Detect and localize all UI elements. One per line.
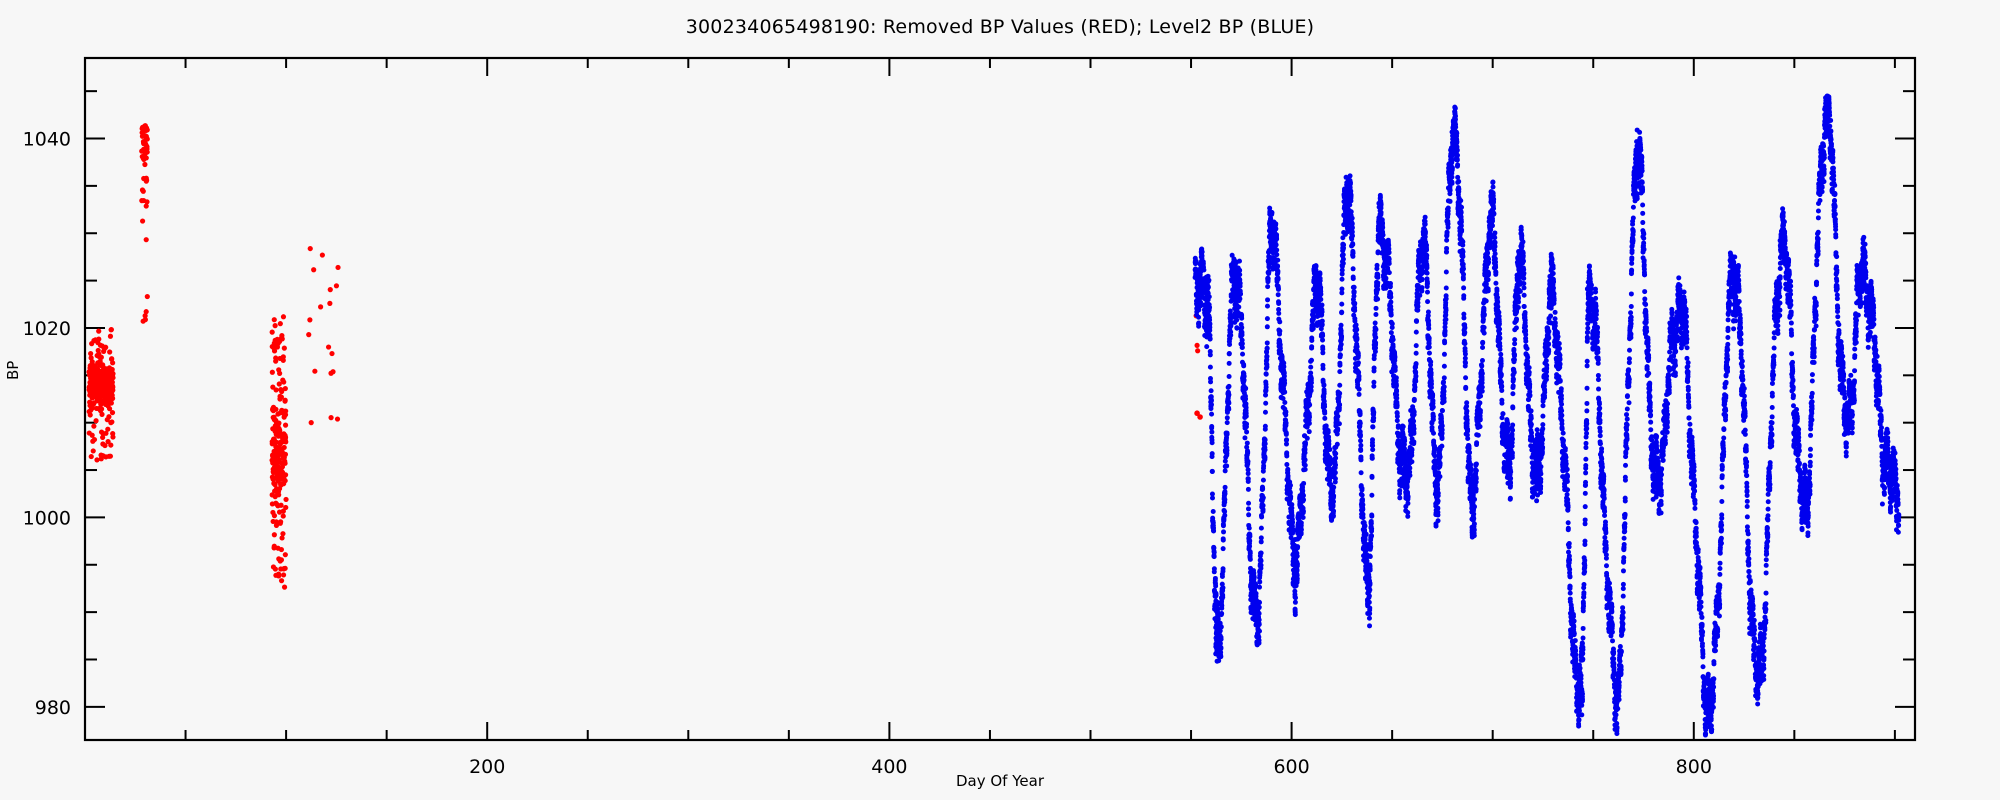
x-axis-label: Day Of Year [955,772,1044,790]
series-level2-bp-blue [1192,93,1902,738]
y-axis-label: BP [4,360,22,380]
series-removed-bp-red [86,123,1203,590]
page-title: 300234065498190: Removed BP Values (RED)… [685,16,1315,38]
